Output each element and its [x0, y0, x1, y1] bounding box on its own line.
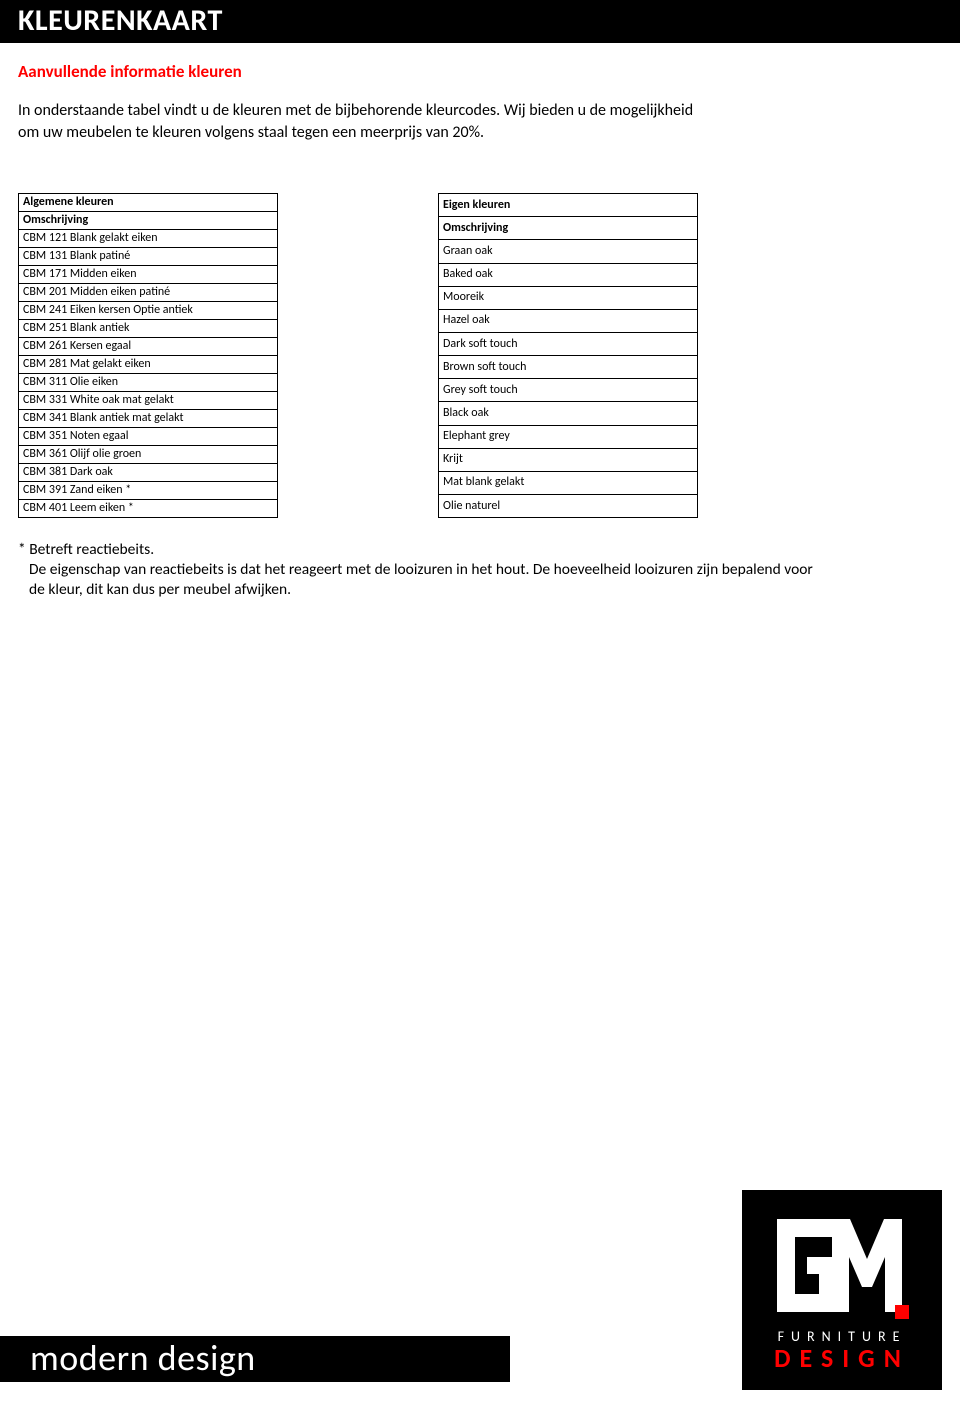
table-row: Krijt — [439, 448, 698, 471]
table-row: CBM 381 Dark oak — [19, 464, 278, 482]
table-row: CBM 341 Blank antiek mat gelakt — [19, 410, 278, 428]
logo-gm-icon — [767, 1209, 917, 1324]
intro-line-1: In onderstaande tabel vindt u de kleuren… — [18, 101, 693, 120]
table-row: Olie naturel — [439, 495, 698, 518]
footer-bar: modern design — [0, 1336, 510, 1382]
intro-line-2: om uw meubelen te kleuren volgens staal … — [18, 123, 484, 142]
footer-text: modern design — [30, 1336, 510, 1380]
table-eigen-kleuren: Eigen kleuren Omschrijving Graan oakBake… — [438, 193, 698, 518]
table-row: CBM 251 Blank antiek — [19, 320, 278, 338]
content-area: Aanvullende informatie kleuren In onders… — [0, 43, 960, 601]
table-row: Hazel oak — [439, 309, 698, 332]
table-row: Mooreik — [439, 286, 698, 309]
subtitle: Aanvullende informatie kleuren — [18, 61, 942, 82]
table-right-header-1: Eigen kleuren — [439, 194, 698, 217]
intro-paragraph: In onderstaande tabel vindt u de kleuren… — [18, 100, 942, 143]
table-row: CBM 121 Blank gelakt eiken — [19, 230, 278, 248]
table-row: CBM 241 Eiken kersen Optie antiek — [19, 302, 278, 320]
table-row: Black oak — [439, 402, 698, 425]
table-row: Elephant grey — [439, 425, 698, 448]
tables-container: Algemene kleuren Omschrijving CBM 121 Bl… — [18, 193, 942, 518]
footnote-line-1: * Betreft reactiebeits. — [18, 540, 154, 559]
table-row: CBM 311 Olie eiken — [19, 374, 278, 392]
header-bar: KLEURENKAART — [0, 0, 960, 43]
table-row: Brown soft touch — [439, 356, 698, 379]
table-row: CBM 281 Mat gelakt eiken — [19, 356, 278, 374]
table-left-header-1: Algemene kleuren — [19, 194, 278, 212]
table-row: CBM 361 Olijf olie groen — [19, 446, 278, 464]
table-row: CBM 131 Blank patiné — [19, 248, 278, 266]
table-row: CBM 401 Leem eiken * — [19, 500, 278, 518]
table-row: Dark soft touch — [439, 333, 698, 356]
footnote: * Betreft reactiebeits. De eigenschap va… — [18, 540, 942, 600]
table-row: CBM 201 Midden eiken patiné — [19, 284, 278, 302]
table-row: CBM 261 Kersen egaal — [19, 338, 278, 356]
table-row: Baked oak — [439, 263, 698, 286]
table-row: CBM 171 Midden eiken — [19, 266, 278, 284]
table-row: CBM 331 White oak mat gelakt — [19, 392, 278, 410]
table-right-header-2: Omschrijving — [439, 217, 698, 240]
page-title: KLEURENKAART — [18, 2, 942, 39]
logo-design-text: DESIGN — [774, 1345, 910, 1371]
table-left-header-2: Omschrijving — [19, 212, 278, 230]
footnote-line-3: de kleur, dit kan dus per meubel afwijke… — [18, 580, 291, 599]
table-row: Grey soft touch — [439, 379, 698, 402]
table-algemene-kleuren: Algemene kleuren Omschrijving CBM 121 Bl… — [18, 193, 278, 518]
footnote-line-2: De eigenschap van reactiebeits is dat he… — [18, 560, 813, 579]
table-row: CBM 351 Noten egaal — [19, 428, 278, 446]
table-row: Mat blank gelakt — [439, 471, 698, 494]
logo: FURNITURE DESIGN — [742, 1190, 942, 1390]
table-row: Graan oak — [439, 240, 698, 263]
table-row: CBM 391 Zand eiken * — [19, 482, 278, 500]
